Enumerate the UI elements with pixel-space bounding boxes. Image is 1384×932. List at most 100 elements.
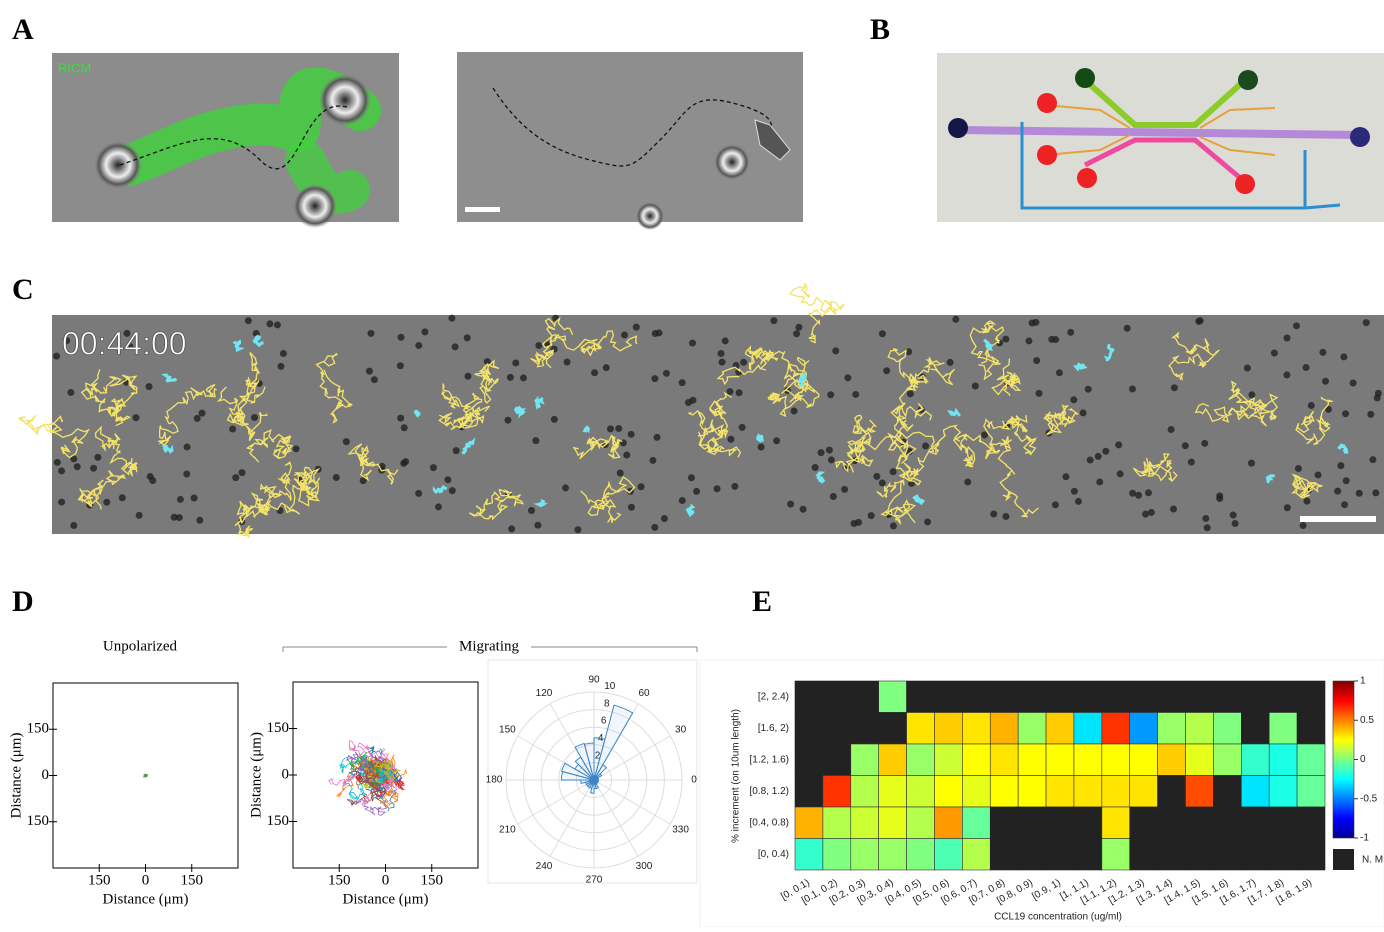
cell [1203, 524, 1211, 532]
cell [183, 470, 191, 478]
cell [1084, 385, 1092, 393]
cell-track [876, 479, 917, 526]
cell [183, 443, 191, 451]
cell-track [688, 391, 733, 439]
cell [1362, 319, 1370, 327]
cell [1086, 456, 1094, 464]
heatmap-cell [906, 806, 935, 839]
heatmap-cell [1017, 712, 1047, 745]
cell-track [17, 414, 91, 459]
cell [1229, 511, 1237, 519]
heatmap-cell [1157, 838, 1186, 871]
heatmap-cell [794, 712, 824, 745]
cell-track [1001, 415, 1038, 456]
y-tick-label: [0.8, 1.2) [750, 786, 789, 797]
cell [429, 464, 437, 472]
cell-track [552, 330, 638, 357]
colorbar [1332, 680, 1355, 839]
cell [1055, 369, 1063, 377]
cell [740, 358, 748, 366]
cell [534, 521, 542, 529]
rose-wedge [574, 756, 595, 781]
heatmap-cell [906, 775, 935, 808]
cell [370, 376, 378, 384]
heatmap-cell [1017, 838, 1047, 871]
heatmap-cell [822, 743, 852, 776]
cell [198, 409, 206, 417]
cell-track [533, 498, 549, 508]
cell [873, 472, 881, 480]
cell [905, 348, 913, 356]
cell [70, 521, 78, 529]
heatmap-cell [1045, 680, 1075, 713]
heatmap-cell [1241, 838, 1270, 871]
channel [1083, 137, 1247, 184]
y-tick-label: 150 [267, 720, 290, 736]
overlay-label: RICM [58, 60, 91, 75]
cell [1135, 491, 1143, 499]
cell [1319, 348, 1327, 356]
heatmap-cell [1073, 712, 1103, 745]
cell [627, 503, 635, 511]
cell [452, 447, 460, 455]
cell [53, 352, 61, 360]
x-tick-label: 150 [181, 872, 204, 888]
rose-wedge [561, 762, 595, 781]
heatmap-cell [1213, 838, 1242, 871]
heatmap-cell [1213, 806, 1242, 839]
group-title: Unpolarized [103, 638, 178, 654]
cell [1372, 489, 1380, 497]
heatmap-cell [1213, 775, 1242, 808]
cell [1144, 489, 1152, 497]
cell [1079, 409, 1087, 417]
heatmap-cell [1268, 743, 1298, 776]
heatmap-cell [822, 806, 852, 839]
heatmap-cell [850, 838, 879, 871]
port [948, 118, 968, 138]
y-tick-label: 150 [27, 813, 50, 829]
cell [1367, 410, 1375, 418]
cell [651, 375, 659, 383]
heatmap-cell [906, 712, 935, 745]
port [1075, 68, 1095, 88]
heatmap-cell [962, 806, 991, 839]
cell [552, 314, 560, 322]
cell [1283, 504, 1291, 512]
cell-track [347, 443, 399, 485]
heatmap-cell [1129, 680, 1158, 713]
colorbar-tick-label: 0.5 [1360, 715, 1374, 726]
heatmap-cell [1157, 680, 1186, 713]
cell-track [413, 409, 421, 418]
heatmap-cell [934, 838, 963, 871]
heatmap-cell [1241, 806, 1270, 839]
cell [1283, 334, 1291, 342]
heatmap-cell [794, 743, 824, 776]
cell-track [534, 395, 545, 410]
heatmap-cell [850, 680, 879, 713]
cell [1123, 324, 1131, 332]
cell [878, 330, 886, 338]
heatmap-cell [1213, 743, 1242, 776]
cell [637, 483, 645, 491]
panel-label: B [870, 13, 890, 46]
cell [1294, 464, 1302, 472]
cell-track [315, 352, 353, 424]
cell [852, 390, 860, 398]
cell [1167, 425, 1175, 433]
heatmap-cell [962, 743, 991, 776]
cell [1035, 389, 1043, 397]
heatmap-cell [906, 743, 935, 776]
cell [693, 487, 701, 495]
micrograph [457, 52, 803, 222]
cell [844, 374, 852, 382]
cell [678, 497, 686, 505]
cell-track [1072, 362, 1088, 372]
cell [952, 315, 960, 323]
port [1077, 168, 1097, 188]
cell [400, 424, 408, 432]
cell [787, 500, 795, 508]
heatmap-cell [1157, 806, 1186, 839]
cell-track [232, 339, 245, 353]
heatmap-cell [962, 838, 991, 871]
